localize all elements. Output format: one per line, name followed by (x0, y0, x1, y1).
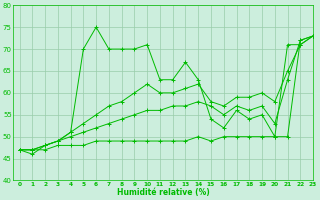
X-axis label: Humidité relative (%): Humidité relative (%) (117, 188, 210, 197)
